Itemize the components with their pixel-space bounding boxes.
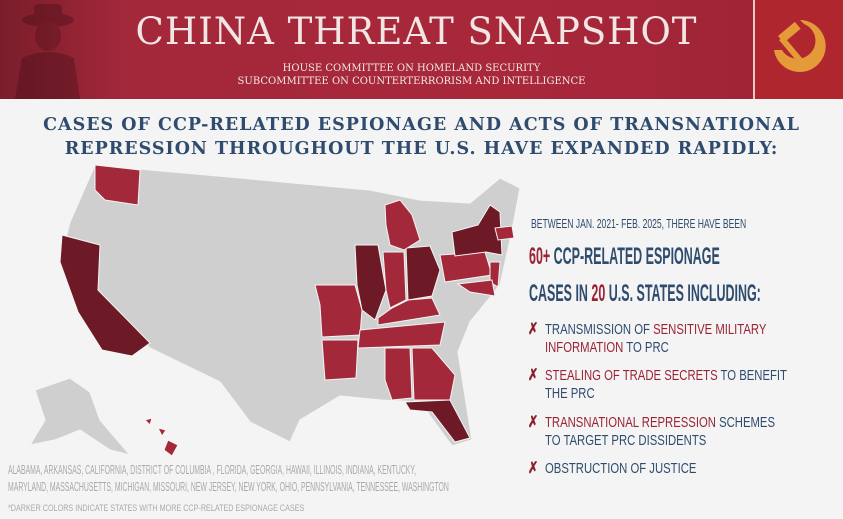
emblem-panel [753, 0, 843, 99]
item-text: TO TARGET PRC DISSIDENTS [545, 433, 707, 449]
us-map [28, 164, 521, 457]
state-alabama [384, 347, 413, 401]
state-illinois [354, 244, 387, 321]
states-list: ALABAMA, ARKANSAS, CALIFORNIA, DISTRICT … [8, 462, 449, 496]
item-highlight: TRANSNATIONAL REPRESSION [545, 415, 716, 431]
states-label-pre: CASES IN [529, 280, 592, 307]
state-arkansas [321, 339, 359, 381]
state-maryland [456, 279, 496, 297]
list-item: ✗ TRANSMISSION OF SENSITIVE MILITARY INFOR… [528, 321, 767, 357]
state-washington [94, 164, 141, 206]
item-text: SCHEMES [715, 415, 776, 431]
list-item: ✗ TRANSNATIONAL REPRESSION SCHEMES TO TARG… [528, 414, 776, 450]
headline: CASES OF CCP-RELATED ESPIONAGE AND ACTS … [0, 113, 843, 161]
hammer-and-sickle-icon [774, 20, 826, 72]
states-list-line-2: MARYLAND, MASSACHUSETTS, MICHIGAN, MISSO… [8, 480, 449, 494]
state-kentucky [377, 297, 441, 326]
state-florida [404, 399, 471, 443]
banner-title: CHINA THREAT SNAPSHOT [135, 10, 698, 53]
state-california [59, 234, 151, 357]
state-hawaii [144, 417, 179, 457]
banner-subtitle-committee: HOUSE COMMITTEE ON HOMELAND SECURITY [282, 63, 541, 74]
date-range-intro: BETWEEN JAN. 2021- FEB. 2025, THERE HAVE… [531, 216, 747, 231]
item-text: OBSTRUCTION OF JUSTICE [545, 461, 697, 477]
item-text: TRANSMISSION OF [545, 322, 654, 338]
x-mark-icon: ✗ [527, 460, 539, 477]
item-text: TO PRC [623, 340, 669, 356]
item-highlight: STEALING OF TRADE SECRETS [545, 368, 718, 384]
banner-subtitle-subcommittee: SUBCOMMITTEE ON COUNTERTERRORISM AND INT… [237, 76, 586, 87]
list-item: ✗ STEALING OF TRADE SECRETS TO BENEFIT THE… [528, 367, 787, 403]
headline-line-2: REPRESSION THROUGHOUT THE U.S. HAVE EXPA… [64, 139, 779, 159]
state-georgia [411, 347, 456, 401]
item-highlight: SENSITIVE MILITARY [653, 322, 767, 338]
states-label-post: U.S. STATES INCLUDING: [605, 280, 761, 307]
x-mark-icon: ✗ [527, 414, 539, 431]
states-list-line-1: ALABAMA, ARKANSAS, CALIFORNIA, DISTRICT … [8, 463, 417, 477]
state-michigan [384, 199, 421, 251]
cases-count-line: 60+ CCP-RELATED ESPIONAGE [529, 243, 720, 271]
state-indiana [382, 251, 407, 309]
list-item: ✗ OBSTRUCTION OF JUSTICE [528, 460, 697, 478]
item-text: THE PRC [545, 386, 595, 402]
x-mark-icon: ✗ [527, 367, 539, 384]
headline-line-1: CASES OF CCP-RELATED ESPIONAGE AND ACTS … [43, 115, 800, 135]
header-banner: CHINA THREAT SNAPSHOT HOUSE COMMITTEE ON… [0, 0, 843, 99]
state-missouri [314, 284, 363, 338]
item-text: TO BENEFIT [717, 368, 787, 384]
state-tennessee [357, 321, 446, 349]
footnote: *DARKER COLORS INDICATE STATES WITH MORE… [8, 503, 305, 513]
state-massachusetts [494, 225, 515, 241]
cases-count: 60+ [529, 243, 551, 270]
cases-label: CCP-RELATED ESPIONAGE [550, 243, 720, 270]
states-count-line: CASES IN 20 U.S. STATES INCLUDING: [529, 280, 761, 308]
item-highlight: INFORMATION [545, 340, 624, 356]
states-count: 20 [591, 280, 606, 307]
spy-silhouette-icon [15, 4, 80, 99]
map-base-alaska [28, 377, 132, 457]
state-ohio [405, 245, 441, 301]
x-mark-icon: ✗ [527, 321, 539, 338]
